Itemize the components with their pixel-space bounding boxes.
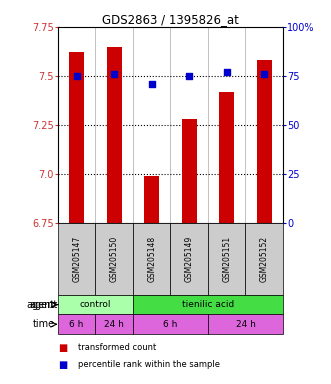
Point [224, 69, 229, 75]
Bar [219, 92, 234, 223]
Text: GSM205149: GSM205149 [185, 236, 194, 282]
Bar [246, 223, 283, 295]
Bar [257, 60, 272, 223]
Text: GSM205151: GSM205151 [222, 236, 231, 282]
Bar [58, 314, 95, 334]
Bar [107, 46, 122, 223]
Bar [133, 223, 170, 295]
Text: agent: agent [27, 300, 55, 310]
Bar [95, 314, 133, 334]
Point [187, 73, 192, 79]
Text: time: time [33, 319, 55, 329]
Text: ■: ■ [58, 343, 67, 353]
Text: 24 h: 24 h [104, 320, 124, 329]
Bar [58, 295, 133, 314]
Text: GSM205150: GSM205150 [110, 236, 119, 282]
Title: GDS2863 / 1395826_at: GDS2863 / 1395826_at [102, 13, 239, 26]
Text: percentile rank within the sample: percentile rank within the sample [78, 360, 220, 369]
Bar [69, 53, 84, 223]
Text: GSM205152: GSM205152 [260, 236, 269, 282]
Point [261, 71, 267, 77]
Text: 6 h: 6 h [163, 320, 178, 329]
Point [149, 81, 154, 87]
Bar [95, 223, 133, 295]
Text: 24 h: 24 h [236, 320, 256, 329]
Bar [133, 314, 208, 334]
Text: tienilic acid: tienilic acid [182, 300, 234, 309]
Bar [208, 223, 246, 295]
Bar [182, 119, 197, 223]
Point [74, 73, 79, 79]
Text: ■: ■ [58, 360, 67, 370]
Point [112, 71, 117, 77]
Text: control: control [80, 300, 111, 309]
Bar [133, 295, 283, 314]
Text: transformed count: transformed count [78, 343, 156, 352]
Text: GSM205148: GSM205148 [147, 236, 156, 282]
Bar [208, 314, 283, 334]
Text: agent: agent [29, 300, 58, 310]
Text: 6 h: 6 h [70, 320, 84, 329]
Text: GSM205147: GSM205147 [72, 236, 81, 282]
Bar [144, 176, 159, 223]
Bar [58, 223, 95, 295]
Bar [170, 223, 208, 295]
